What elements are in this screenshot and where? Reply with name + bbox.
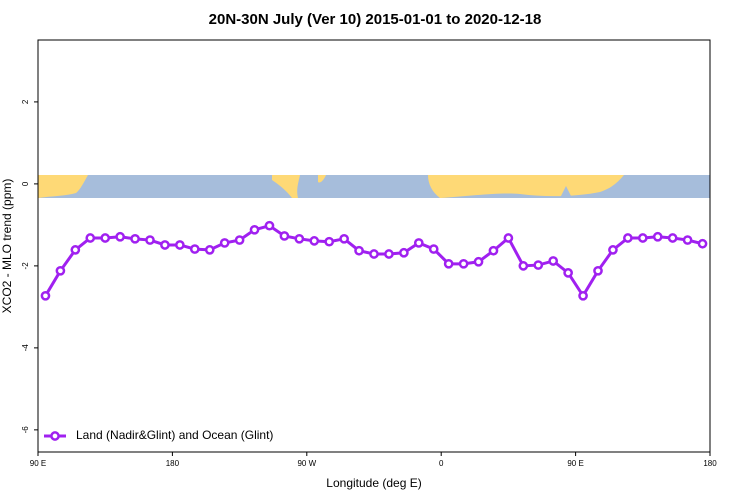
data-point <box>309 236 320 246</box>
data-point <box>384 249 394 259</box>
data-point <box>548 256 559 266</box>
data-point <box>697 238 708 249</box>
data-point <box>324 236 335 247</box>
data-point <box>85 233 96 243</box>
data-point <box>204 245 215 255</box>
data-point <box>623 233 633 243</box>
data-point <box>533 260 544 270</box>
y-tick-label: -4 <box>21 344 30 352</box>
x-tick-label: 0 <box>439 459 444 468</box>
map-strip <box>38 175 710 198</box>
data-point <box>473 256 484 267</box>
x-axis-title: Longitude (deg E) <box>326 476 421 490</box>
data-point <box>294 233 305 244</box>
x-tick-label: 90 E <box>30 459 46 468</box>
y-tick-label: -2 <box>21 262 30 270</box>
data-point <box>443 258 454 269</box>
y-tick-label: 2 <box>21 99 30 104</box>
data-point <box>682 235 693 245</box>
data-point <box>413 238 424 248</box>
data-point <box>354 245 364 256</box>
x-tick-label: 180 <box>703 459 717 468</box>
data-point <box>458 258 469 269</box>
data-point <box>234 235 245 245</box>
data-point <box>219 238 230 248</box>
data-point <box>428 244 439 254</box>
data-point <box>578 290 588 301</box>
series-line <box>44 224 703 299</box>
x-tick-label: 90 W <box>297 459 316 468</box>
data-point <box>70 245 81 255</box>
x-tick-label: 90 E <box>567 459 583 468</box>
legend-marker <box>50 431 60 441</box>
data-point <box>518 261 529 271</box>
y-tick-label: -6 <box>21 426 30 434</box>
data-point <box>279 231 290 241</box>
legend-label: Land (Nadir&Glint) and Ocean (Glint) <box>76 428 273 442</box>
data-point <box>40 290 51 301</box>
x-tick-label: 180 <box>166 459 180 468</box>
data-point <box>563 268 573 278</box>
data-point <box>608 245 618 255</box>
data-point <box>175 240 185 250</box>
data-point <box>115 231 125 242</box>
data-point <box>503 233 514 243</box>
data-point <box>264 220 275 231</box>
data-point <box>189 244 200 254</box>
data-point <box>100 233 111 243</box>
plot-frame <box>37 39 711 453</box>
data-point <box>339 233 349 244</box>
data-point <box>249 224 260 235</box>
data-point <box>652 231 663 242</box>
data-point <box>488 245 499 256</box>
chart-title: 20N-30N July (Ver 10) 2015-01-01 to 2020… <box>209 11 542 28</box>
data-point <box>399 247 409 258</box>
data-point <box>55 265 66 276</box>
data-point <box>667 233 678 243</box>
y-tick-label: 0 <box>21 181 30 186</box>
data-point <box>637 233 648 243</box>
data-point <box>593 265 603 276</box>
data-point <box>369 249 379 259</box>
data-point <box>145 235 155 245</box>
data-point <box>160 240 170 250</box>
y-axis-title: XCO2 - MLO trend (ppm) <box>0 179 14 314</box>
data-point <box>130 233 140 244</box>
